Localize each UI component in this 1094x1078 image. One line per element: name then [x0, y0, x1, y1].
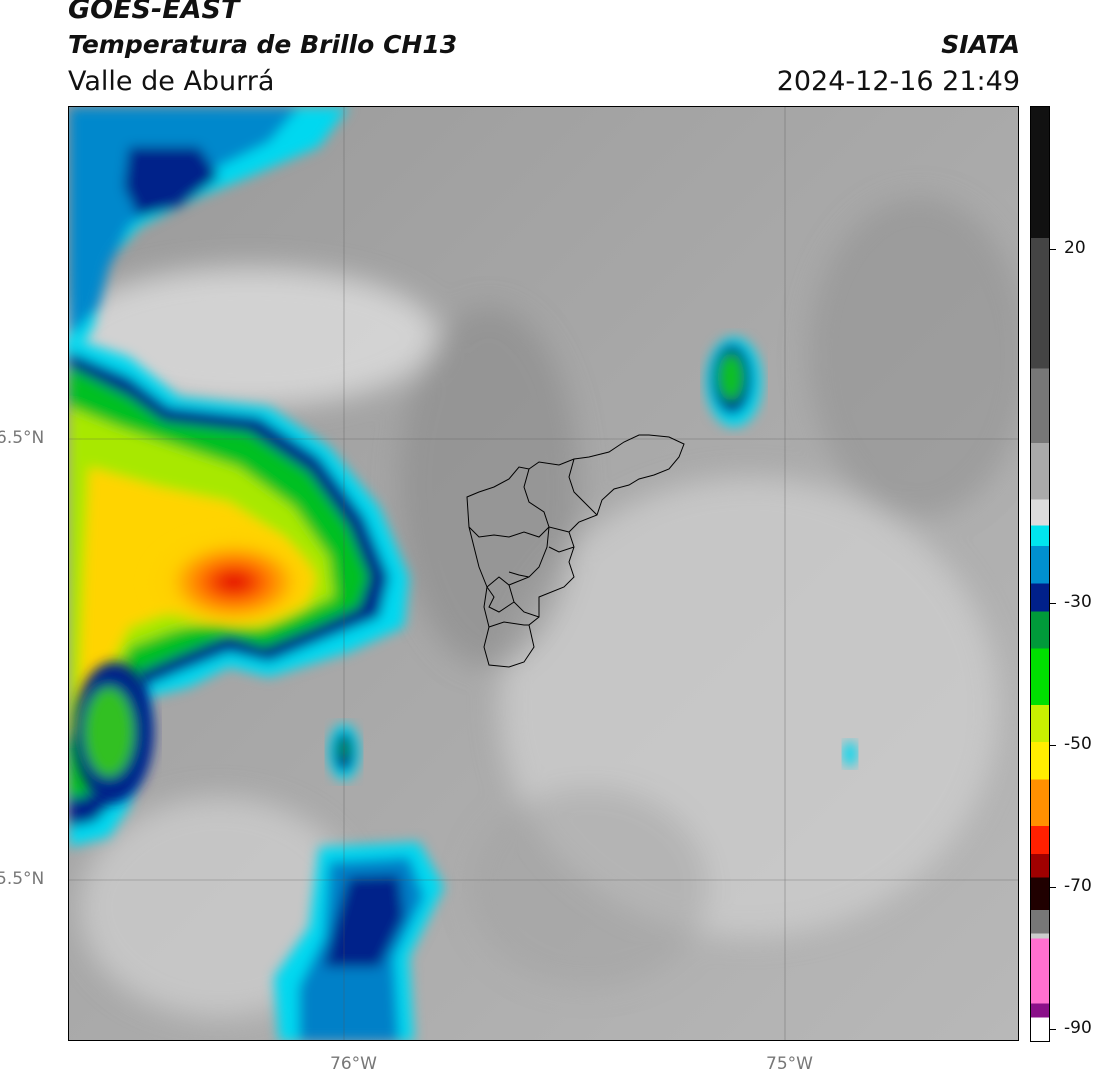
colorbar-tick — [1050, 745, 1056, 746]
colorbar-label-minus90: -90 — [1064, 1018, 1092, 1038]
municipal-boundary — [508, 571, 530, 578]
brand-label: SIATA — [941, 30, 1020, 59]
map-imagery — [69, 107, 1018, 1040]
colorbar-label-minus50: -50 — [1064, 734, 1092, 754]
valley-outline — [466, 434, 685, 668]
colorbar-label-minus30: -30 — [1064, 592, 1092, 612]
colorbar — [1030, 106, 1050, 1042]
graticule — [69, 107, 1018, 1040]
haze-patch — [469, 787, 709, 987]
lon-label-76: 76°W — [330, 1054, 377, 1074]
municipal-boundary — [508, 584, 540, 618]
colorbar-label-minus70: -70 — [1064, 876, 1092, 896]
colorbar-tick — [1050, 603, 1056, 604]
product-title: Temperatura de Brillo CH13 — [68, 30, 458, 59]
municipal-boundaries — [466, 434, 685, 668]
haze-patch — [399, 307, 579, 667]
lat-label-6-5: 6.5°N — [0, 428, 45, 448]
municipal-boundary — [523, 468, 570, 533]
storm-warm-core — [144, 527, 324, 637]
colorbar-tick — [1050, 249, 1056, 250]
lat-label-5-5: 5.5°N — [0, 869, 45, 889]
municipal-boundary — [486, 586, 515, 613]
satellite-map[interactable] — [68, 106, 1019, 1041]
cloud-arm-core — [124, 147, 219, 217]
cloud-cell-west-core — [84, 687, 134, 777]
colorbar-label-20: 20 — [1064, 238, 1086, 258]
municipal-boundary — [488, 621, 529, 628]
haze-patch — [809, 197, 1018, 517]
municipal-boundary — [468, 526, 550, 538]
datetime-label: 2024-12-16 21:49 — [776, 66, 1020, 97]
cloud-arm-mid — [69, 107, 299, 337]
municipal-boundary — [568, 458, 598, 516]
lon-label-75: 75°W — [766, 1054, 813, 1074]
cloud-cell-northeast-core — [718, 353, 744, 401]
municipal-boundary — [548, 546, 575, 553]
haze-patch — [69, 267, 439, 407]
cloud-cell-tiny — [843, 741, 857, 767]
satellite-title: GOES-EAST — [68, 0, 240, 25]
region-title: Valle de Aburrá — [68, 66, 275, 97]
colorbar-tick — [1050, 1029, 1056, 1030]
colorbar-tick — [1050, 887, 1056, 888]
